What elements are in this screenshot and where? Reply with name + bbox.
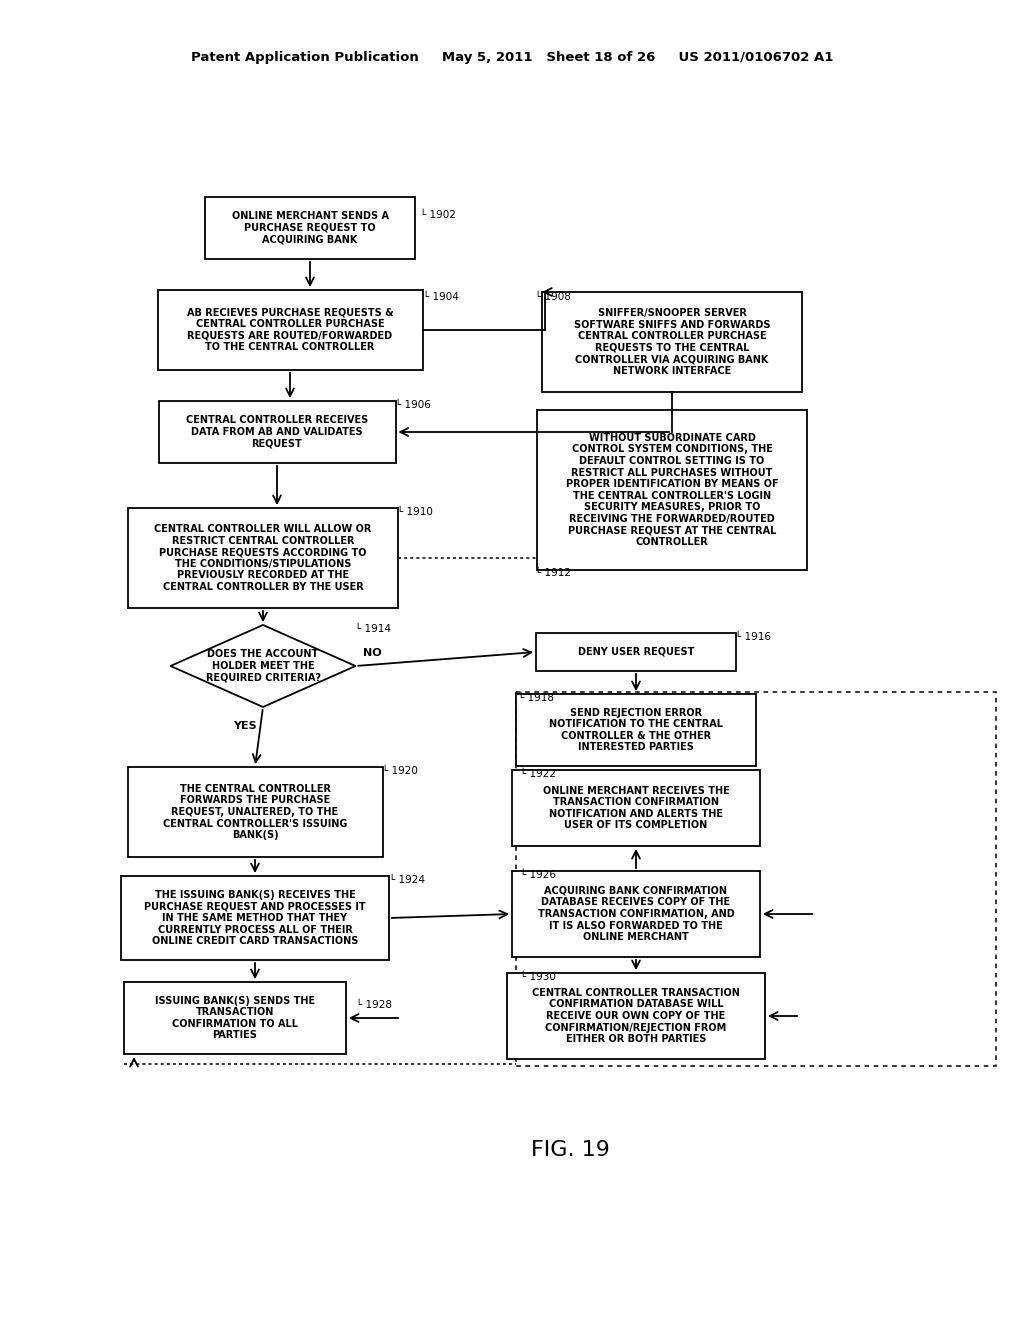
Bar: [536, 634, 736, 671]
Bar: [512, 871, 760, 957]
Bar: [507, 973, 765, 1059]
Text: Patent Application Publication     May 5, 2011   Sheet 18 of 26     US 2011/0106: Patent Application Publication May 5, 20…: [190, 51, 834, 65]
Text: └ 1916: └ 1916: [735, 632, 771, 642]
Text: └ 1924: └ 1924: [389, 875, 425, 884]
Text: NO: NO: [364, 648, 382, 657]
Polygon shape: [171, 624, 355, 708]
Text: └ 1926: └ 1926: [520, 870, 556, 880]
Text: YES: YES: [233, 721, 257, 731]
Text: SEND REJECTION ERROR
NOTIFICATION TO THE CENTRAL
CONTROLLER & THE OTHER
INTEREST: SEND REJECTION ERROR NOTIFICATION TO THE…: [549, 708, 723, 752]
Bar: [158, 290, 423, 370]
Text: └ 1906: └ 1906: [395, 400, 431, 411]
Text: └ 1922: └ 1922: [520, 770, 556, 779]
Text: └ 1918: └ 1918: [518, 693, 554, 704]
Text: ONLINE MERCHANT RECEIVES THE
TRANSACTION CONFIRMATION
NOTIFICATION AND ALERTS TH: ONLINE MERCHANT RECEIVES THE TRANSACTION…: [543, 785, 729, 830]
Bar: [537, 411, 807, 570]
Text: └ 1908: └ 1908: [535, 292, 570, 302]
Text: DOES THE ACCOUNT
HOLDER MEET THE
REQUIRED CRITERIA?: DOES THE ACCOUNT HOLDER MEET THE REQUIRE…: [206, 649, 321, 682]
Bar: [124, 982, 346, 1053]
Bar: [128, 508, 398, 609]
Text: ACQUIRING BANK CONFIRMATION
DATABASE RECEIVES COPY OF THE
TRANSACTION CONFIRMATI: ACQUIRING BANK CONFIRMATION DATABASE REC…: [538, 886, 734, 942]
Text: WITHOUT SUBORDINATE CARD
CONTROL SYSTEM CONDITIONS, THE
DEFAULT CONTROL SETTING : WITHOUT SUBORDINATE CARD CONTROL SYSTEM …: [565, 433, 778, 548]
Text: └ 1912: └ 1912: [535, 568, 571, 578]
Bar: [121, 876, 389, 960]
Bar: [159, 401, 395, 463]
Bar: [512, 770, 760, 846]
Text: ISSUING BANK(S) SENDS THE
TRANSACTION
CONFIRMATION TO ALL
PARTIES: ISSUING BANK(S) SENDS THE TRANSACTION CO…: [155, 995, 315, 1040]
Text: AB RECIEVES PURCHASE REQUESTS &
CENTRAL CONTROLLER PURCHASE
REQUESTS ARE ROUTED/: AB RECIEVES PURCHASE REQUESTS & CENTRAL …: [186, 308, 393, 352]
Text: └ 1914: └ 1914: [355, 624, 391, 634]
Text: └ 1930: └ 1930: [520, 972, 556, 982]
Text: FIG. 19: FIG. 19: [530, 1140, 609, 1160]
Text: CENTRAL CONTROLLER TRANSACTION
CONFIRMATION DATABASE WILL
RECEIVE OUR OWN COPY O: CENTRAL CONTROLLER TRANSACTION CONFIRMAT…: [532, 987, 740, 1044]
Text: └ 1904: └ 1904: [423, 292, 459, 302]
Text: ONLINE MERCHANT SENDS A
PURCHASE REQUEST TO
ACQUIRING BANK: ONLINE MERCHANT SENDS A PURCHASE REQUEST…: [231, 211, 388, 244]
Text: CENTRAL CONTROLLER WILL ALLOW OR
RESTRICT CENTRAL CONTROLLER
PURCHASE REQUESTS A: CENTRAL CONTROLLER WILL ALLOW OR RESTRIC…: [155, 524, 372, 591]
Text: └ 1928: └ 1928: [356, 1001, 392, 1010]
Text: CENTRAL CONTROLLER RECEIVES
DATA FROM AB AND VALIDATES
REQUEST: CENTRAL CONTROLLER RECEIVES DATA FROM AB…: [186, 416, 368, 449]
Bar: [128, 767, 383, 857]
Text: THE ISSUING BANK(S) RECEIVES THE
PURCHASE REQUEST AND PROCESSES IT
IN THE SAME M: THE ISSUING BANK(S) RECEIVES THE PURCHAS…: [144, 890, 366, 946]
Text: DENY USER REQUEST: DENY USER REQUEST: [578, 647, 694, 657]
Bar: [516, 692, 996, 1067]
Text: └ 1920: └ 1920: [382, 766, 418, 776]
Text: SNIFFER/SNOOPER SERVER
SOFTWARE SNIFFS AND FORWARDS
CENTRAL CONTROLLER PURCHASE
: SNIFFER/SNOOPER SERVER SOFTWARE SNIFFS A…: [573, 308, 770, 376]
Text: └ 1902: └ 1902: [420, 210, 456, 220]
Bar: [205, 197, 415, 259]
Text: THE CENTRAL CONTROLLER
FORWARDS THE PURCHASE
REQUEST, UNALTERED, TO THE
CENTRAL : THE CENTRAL CONTROLLER FORWARDS THE PURC…: [163, 784, 347, 841]
Bar: [542, 292, 802, 392]
Bar: [516, 694, 756, 766]
Text: └ 1910: └ 1910: [397, 507, 433, 517]
